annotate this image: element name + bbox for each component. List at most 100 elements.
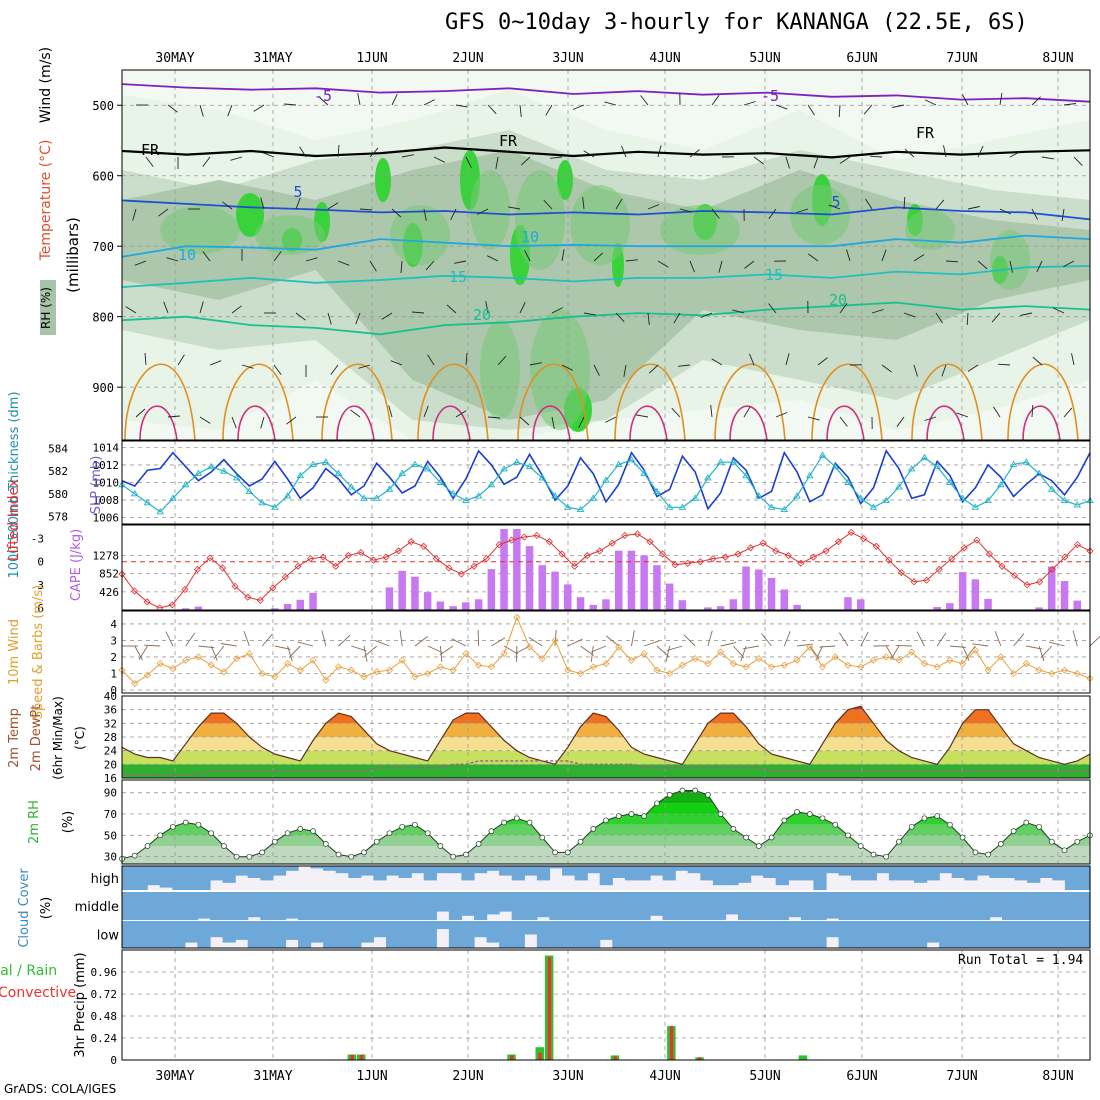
wind-speed-point [882, 653, 890, 661]
cape-bar [271, 608, 279, 610]
wind-speed-point [602, 659, 610, 668]
wind-barb [657, 145, 662, 158]
wind-barb [465, 352, 468, 366]
wind-tick-label: 3 [110, 634, 117, 647]
thickness-point [729, 458, 738, 465]
wind-barb [700, 312, 713, 318]
cloud-bar [888, 921, 903, 948]
top-date-label: 2JUN [452, 51, 483, 66]
wind-barb [994, 630, 1002, 647]
temp-axis-label: (°C) [73, 726, 87, 750]
wind-barb [231, 416, 237, 429]
isotherm-label: 10 [521, 228, 539, 246]
isotherm-20 [121, 301, 1091, 336]
cloud-bar [511, 892, 525, 920]
cloud-bar [763, 892, 777, 920]
cloud-bar [687, 892, 701, 920]
li-point [420, 542, 428, 550]
wind-speed-point [258, 669, 266, 678]
cloud-bar [122, 921, 136, 948]
precip-frame [121, 949, 1091, 1061]
rh-point [131, 852, 138, 859]
rh-legend-swatch [40, 280, 56, 335]
precip-axis-label: 3hr Precip (mm) [73, 952, 88, 1057]
wind-speed-point [768, 663, 776, 671]
thickness-point [551, 492, 559, 499]
wind-barb [487, 255, 499, 262]
rh-point [539, 834, 546, 841]
bottom-date-label: 30MAY [155, 1069, 194, 1084]
wind-barb [1031, 96, 1041, 106]
warm-contour [532, 405, 571, 441]
cloud-bar [147, 921, 161, 948]
wind-barb [977, 260, 988, 270]
cloud-bar [989, 921, 1003, 948]
wind-barb [895, 644, 912, 647]
wind-barb [260, 197, 265, 210]
wind-barb [524, 250, 531, 262]
thickness-point [691, 494, 699, 501]
li-point [985, 550, 993, 558]
cape-bar [716, 606, 725, 610]
precip-panel: 0 0.24 0.48 0.72 0.96 30MAY 31MAY 1JUN 2JUN 3JUN 4… [0, 949, 1091, 1084]
wind-barb [210, 645, 218, 661]
thickness-point [462, 496, 470, 504]
li-point [696, 558, 704, 566]
wind-barb [321, 630, 327, 647]
li-point [1011, 572, 1019, 580]
cloud-bar [800, 892, 815, 920]
li-point [432, 555, 440, 563]
cloud-bar [863, 892, 877, 920]
wind-barb [956, 412, 969, 418]
thickness-point [869, 503, 878, 510]
wind-speed-point [322, 676, 330, 684]
cloud-bar [876, 921, 890, 948]
thickness-point [856, 494, 865, 501]
thickness-point [538, 474, 547, 481]
thickness-tick-label: 584 [48, 443, 68, 456]
thickness-point [755, 492, 763, 499]
li-point [193, 565, 201, 573]
rh-cell [660, 205, 740, 255]
rh-point [615, 813, 622, 819]
thickness-point [360, 494, 368, 501]
warm-contour [139, 405, 178, 441]
thickness-point [907, 465, 916, 472]
li-point [973, 536, 981, 544]
wind-barb [165, 631, 174, 647]
wind-barb [962, 94, 969, 106]
rh-point [908, 823, 915, 830]
wind-barb [913, 254, 925, 262]
thickness-point [500, 465, 508, 472]
wind-axis-label: Speed & Barbs (m/s) [31, 585, 46, 720]
li-point [281, 573, 289, 581]
thickness-point [958, 494, 967, 501]
warm-contour [336, 405, 375, 441]
wind-speed-point [793, 656, 801, 664]
wind-barb [590, 645, 594, 662]
isotherm-label: 5 [831, 193, 840, 211]
cloud-bar [976, 921, 991, 948]
cloud-bar [423, 892, 437, 920]
temp-line [121, 705, 1091, 765]
rh-point [259, 849, 265, 856]
wind-speed-point [831, 653, 839, 661]
rh-point [361, 849, 367, 856]
cape-bar [958, 572, 967, 610]
li-point [847, 528, 855, 536]
isotherm-label: FR [499, 132, 518, 150]
wind-frame [121, 610, 1091, 694]
wind-speed-point [500, 650, 508, 658]
cloud-bar [725, 921, 739, 948]
cloud-bar [511, 866, 525, 881]
cloud-bar [700, 866, 714, 881]
wind-barb [903, 312, 916, 318]
wind-barb [145, 156, 154, 167]
footer-credit: GrADS: COLA/IGES [4, 1082, 117, 1096]
cloud-bar [386, 866, 400, 876]
wind-barb [369, 147, 379, 158]
wind-barb [966, 312, 969, 326]
cloud-bar [951, 921, 965, 948]
